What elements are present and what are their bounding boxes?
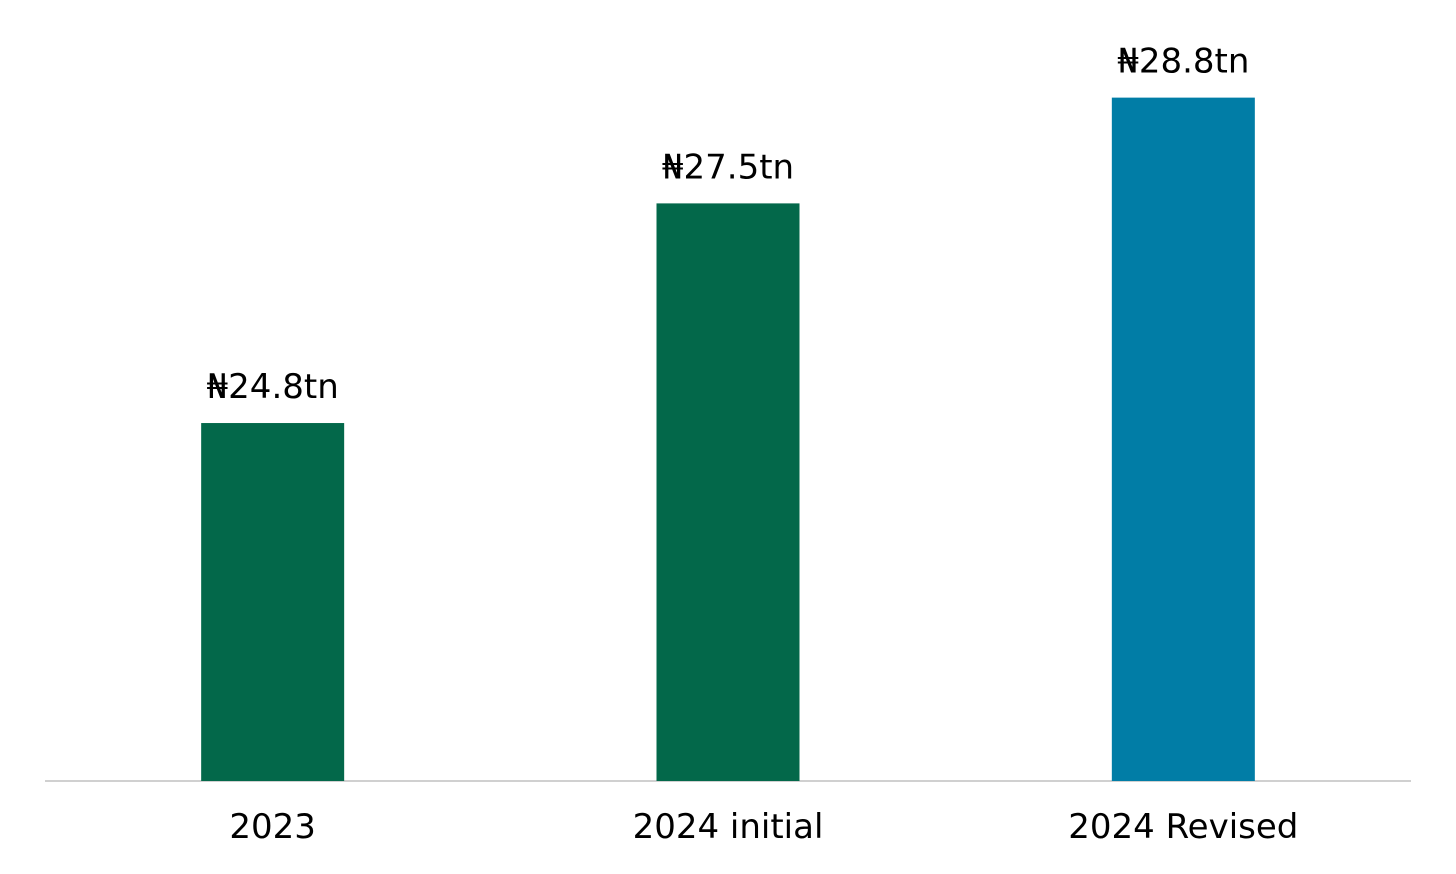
category-label-2024-revised: 2024 Revised <box>1068 807 1298 847</box>
bar-2024-revised <box>1111 97 1255 781</box>
bars-group <box>201 97 1255 781</box>
data-label-2024-revised: ₦28.8tn <box>1117 42 1249 82</box>
data-label-2023: ₦24.8tn <box>207 367 339 407</box>
data-labels-group: ₦24.8tn ₦27.5tn ₦28.8tn <box>207 42 1250 407</box>
data-label-2024-initial: ₦27.5tn <box>662 147 794 187</box>
category-label-2023: 2023 <box>229 807 316 847</box>
bar-2024-initial <box>656 203 800 781</box>
bar-2023 <box>201 423 345 781</box>
category-label-2024-initial: 2024 initial <box>633 807 824 847</box>
category-labels-group: 2023 2024 initial 2024 Revised <box>229 807 1298 847</box>
